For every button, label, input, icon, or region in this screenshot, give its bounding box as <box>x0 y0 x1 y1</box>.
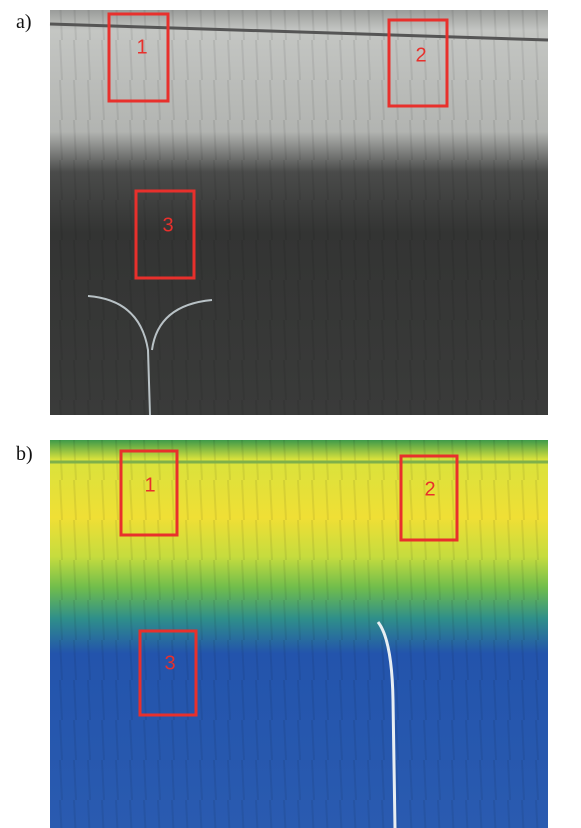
annotation-box: 2 <box>399 454 459 542</box>
box-label: 1 <box>136 36 147 58</box>
annotation-box: 1 <box>107 12 170 103</box>
box-label: 2 <box>424 478 435 500</box>
box-label: 3 <box>162 214 173 236</box>
box-label: 1 <box>144 474 155 496</box>
box-label: 2 <box>415 44 426 66</box>
false-color-map <box>50 440 548 828</box>
panel-label: b) <box>16 443 33 465</box>
annotation-box: 2 <box>387 18 449 108</box>
annotation-box: 1 <box>119 449 179 537</box>
annotation-box: 3 <box>138 629 198 717</box>
panel-label: a) <box>16 11 32 33</box>
annotation-box: 3 <box>134 189 196 280</box>
photo <box>49 10 549 416</box>
box-label: 3 <box>164 652 175 674</box>
